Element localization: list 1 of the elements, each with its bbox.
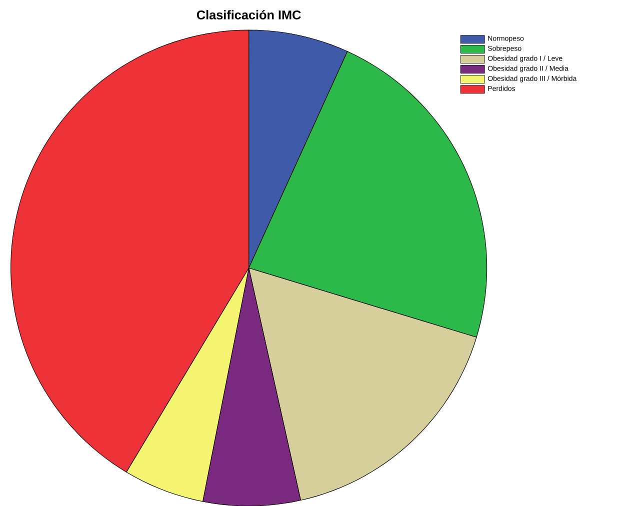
chart-title: Clasificación IMC: [196, 10, 301, 20]
